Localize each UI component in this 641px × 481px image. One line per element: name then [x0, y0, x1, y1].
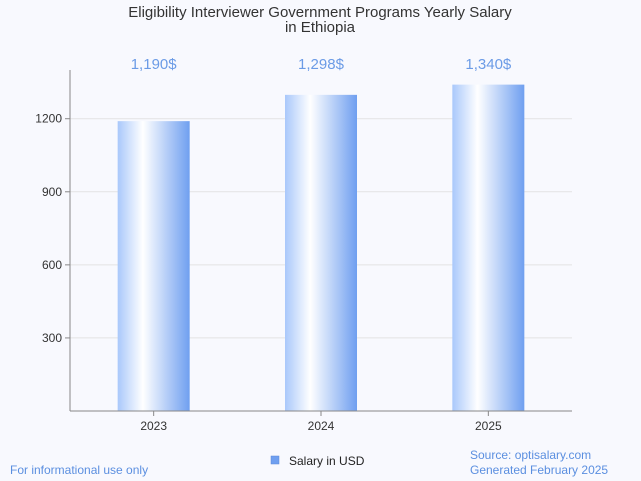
generated-text: Generated February 2025 [470, 463, 609, 477]
x-tick-label: 2023 [140, 419, 167, 433]
data-label-2023: 1,190$ [131, 56, 178, 73]
bar-2023 [117, 121, 190, 412]
chart-title-line-2: in Ethiopia [285, 19, 356, 36]
y-tick-label: 1200 [35, 112, 62, 126]
disclaimer-text: For informational use only [10, 463, 149, 477]
y-tick-label: 600 [42, 258, 62, 272]
legend-label: Salary in USD [289, 454, 365, 468]
source-text: Source: optisalary.com [470, 448, 592, 462]
chart-title-line-1: Eligibility Interviewer Government Progr… [128, 4, 512, 21]
y-tick-label: 300 [42, 331, 62, 345]
x-tick-label: 2025 [475, 419, 502, 433]
y-tick-label: 900 [42, 185, 62, 199]
source-info: Source: optisalary.com Generated Februar… [470, 448, 608, 478]
bar-2025 [452, 84, 525, 411]
data-label-2024: 1,298$ [298, 56, 345, 73]
bar-2024 [285, 94, 357, 411]
legend-swatch [270, 455, 280, 465]
x-tick-label: 2024 [308, 419, 335, 433]
data-label-2025: 1,340$ [465, 56, 512, 73]
